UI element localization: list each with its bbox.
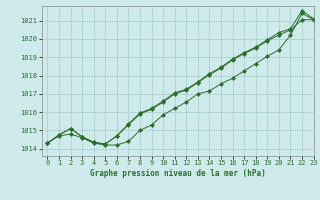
X-axis label: Graphe pression niveau de la mer (hPa): Graphe pression niveau de la mer (hPa) xyxy=(90,169,266,178)
